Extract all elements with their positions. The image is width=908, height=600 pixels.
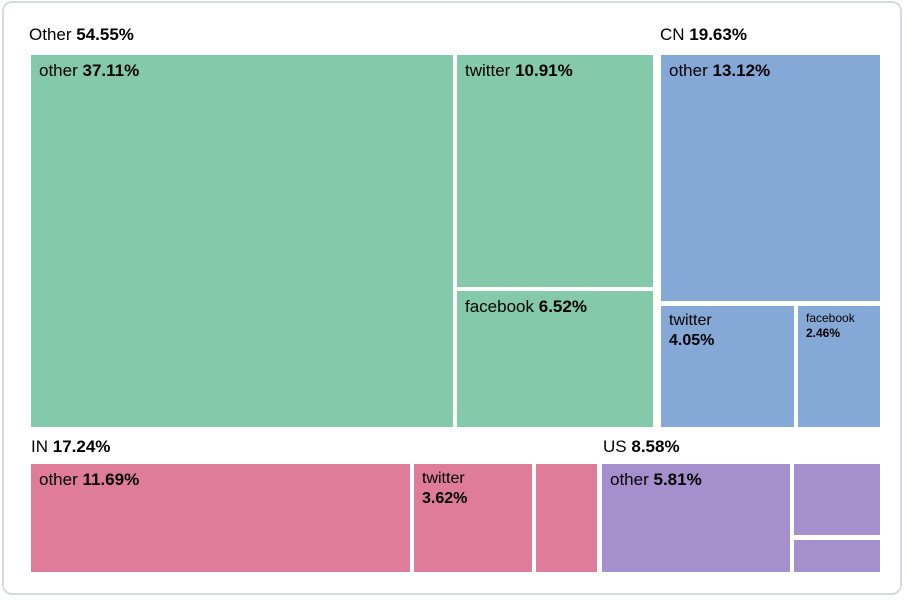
group-value: 54.55% [76, 25, 134, 44]
group-label-in: IN 17.24% [31, 437, 110, 457]
treemap-cell-in-other[interactable]: other 11.69% [31, 464, 410, 572]
treemap-cell-us-unlabeled[interactable] [794, 464, 880, 535]
group-value: 19.63% [689, 25, 747, 44]
cell-name: other [39, 470, 78, 489]
group-label-us: US 8.58% [603, 437, 680, 457]
cell-value: 3.62% [422, 490, 468, 507]
treemap-cell-in-unlabeled[interactable] [536, 464, 597, 572]
cell-name: other [669, 61, 708, 80]
cell-label: other 37.11% [31, 55, 453, 86]
cell-label: twitter 4.05% [661, 306, 794, 356]
cell-label: twitter 10.91% [457, 55, 653, 86]
group-label-cn: CN 19.63% [660, 25, 747, 45]
cell-value: 2.46% [806, 326, 841, 340]
cell-name: twitter [422, 470, 465, 487]
cell-value: 4.05% [669, 332, 715, 349]
cell-name: other [39, 61, 78, 80]
cell-value: 37.11% [82, 61, 140, 80]
cell-value: 11.69% [82, 470, 140, 489]
cell-label: other 13.12% [661, 55, 880, 86]
group-name: IN [31, 437, 48, 456]
treemap-cell-us-other[interactable]: other 5.81% [602, 464, 790, 572]
cell-label: facebook 2.46% [798, 306, 880, 346]
treemap-cell-cn-twitter[interactable]: twitter 4.05% [661, 306, 794, 427]
group-name: CN [660, 25, 685, 44]
cell-name: other [610, 470, 649, 489]
treemap-cell-other-twitter[interactable]: twitter 10.91% [457, 55, 653, 287]
cell-label: other 11.69% [31, 464, 410, 495]
group-value: 8.58% [631, 437, 680, 456]
cell-value: 6.52% [538, 297, 587, 316]
cell-name: facebook [465, 297, 534, 316]
group-value: 17.24% [52, 437, 111, 456]
cell-name: facebook [806, 311, 855, 325]
cell-value: 13.12% [712, 61, 771, 80]
treemap-cell-in-twitter[interactable]: twitter 3.62% [414, 464, 532, 572]
cell-value: 5.81% [653, 470, 702, 489]
treemap-cell-cn-other[interactable]: other 13.12% [661, 55, 880, 301]
cell-name: twitter [669, 312, 712, 329]
cell-label: twitter 3.62% [414, 464, 532, 514]
treemap-cell-cn-facebook[interactable]: facebook 2.46% [798, 306, 880, 427]
cell-label: other 5.81% [602, 464, 790, 495]
treemap-cell-other-other[interactable]: other 37.11% [31, 55, 453, 427]
cell-name: twitter [465, 61, 511, 80]
group-name: US [603, 437, 627, 456]
treemap-cell-us-unlabeled[interactable] [794, 540, 880, 572]
treemap-cell-other-facebook[interactable]: facebook 6.52% [457, 291, 653, 427]
cell-value: 10.91% [515, 61, 573, 80]
cell-label: facebook 6.52% [457, 291, 653, 322]
group-label-other: Other 54.55% [29, 25, 134, 45]
group-name: Other [29, 25, 72, 44]
